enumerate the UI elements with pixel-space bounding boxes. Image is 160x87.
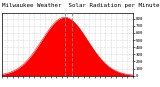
Text: Milwaukee Weather  Solar Radiation per Minute W/m2 (Last 24 Hours): Milwaukee Weather Solar Radiation per Mi… xyxy=(2,3,160,8)
